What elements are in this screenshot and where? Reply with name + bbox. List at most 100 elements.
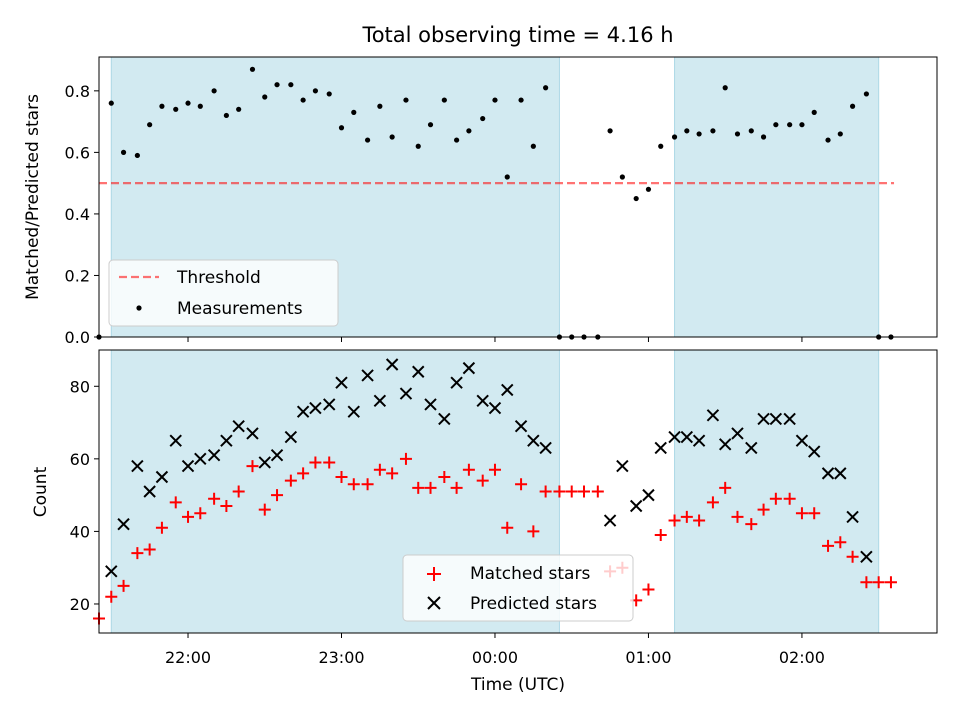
matched-star-point — [232, 485, 245, 498]
matched-star-point — [501, 521, 514, 534]
measurement-point — [722, 85, 728, 91]
predicted-star-point — [220, 434, 233, 447]
predicted-star-point — [668, 430, 681, 444]
predicted-star-point — [169, 434, 182, 447]
predicted-star-point — [616, 459, 629, 473]
predicted-star-point — [117, 517, 130, 531]
matched-star-point — [169, 496, 182, 509]
predicted-star-point — [462, 361, 476, 375]
matched-legend-swatch — [427, 567, 441, 581]
predicted-star-point — [361, 369, 374, 382]
measurement-point — [543, 85, 549, 91]
matched-star-point — [399, 452, 412, 465]
matched-star-point — [834, 536, 847, 549]
predicted-star-point — [731, 427, 744, 440]
matched-star-point — [745, 518, 758, 531]
predicted-star-point — [718, 438, 732, 451]
predicted-star-point — [270, 449, 284, 462]
predicted-star-point — [603, 514, 617, 527]
matched-star-point — [335, 470, 348, 483]
matched-star-point — [271, 489, 284, 502]
matched-legend-label: Matched stars — [470, 564, 590, 584]
predicted-star-point — [642, 488, 655, 502]
measurement-point — [837, 131, 843, 137]
measurement-point — [863, 91, 869, 97]
matched-star-point — [155, 521, 168, 534]
measurement-point — [748, 128, 754, 134]
matched-star-point — [668, 514, 681, 527]
measurement-point — [530, 143, 536, 149]
measurement-point — [377, 103, 383, 109]
measurement-point — [197, 103, 203, 109]
matched-star-point — [309, 456, 322, 469]
y-tick-label: 60 — [70, 450, 90, 469]
bottom-y-ticks: 20 40 60 80 — [70, 377, 99, 614]
measurement-point — [645, 186, 652, 192]
predicted-star-point — [412, 365, 425, 378]
matched-star-point — [258, 503, 271, 516]
matched-star-point — [450, 481, 463, 494]
measurement-point — [262, 94, 268, 100]
y-tick-label: 0.8 — [65, 82, 90, 101]
predicted-star-point — [309, 401, 322, 415]
matched-star-point — [872, 576, 885, 589]
y-tick-label: 20 — [70, 595, 90, 614]
measurement-point — [454, 137, 460, 143]
predicted-star-point — [501, 383, 514, 397]
top-y-ticks: 0.0 0.2 0.4 0.6 0.8 — [65, 82, 99, 347]
x-tick-label: 00:00 — [472, 648, 518, 667]
predicted-star-point — [385, 358, 399, 371]
matched-star-point — [297, 467, 310, 480]
predicted-star-point — [476, 394, 489, 408]
x-axis-label: Time (UTC) — [470, 675, 565, 695]
matched-star-point — [860, 576, 873, 589]
matched-star-point — [577, 485, 590, 498]
top-axes-frame — [98, 56, 938, 338]
matched-star-point — [783, 492, 796, 505]
measurement-point — [658, 143, 664, 149]
measurement-point — [633, 195, 639, 202]
matched-star-point — [553, 485, 566, 498]
bottom-axes-frame — [98, 349, 938, 634]
shaded-interval-1 — [674, 349, 880, 634]
measurement-point — [684, 128, 690, 134]
x-tick-label: 22:00 — [165, 648, 211, 667]
measurement-point — [364, 137, 371, 143]
matched-star-point — [719, 481, 732, 494]
matched-star-point — [822, 539, 835, 552]
measurement-point — [300, 97, 306, 103]
measurement-point — [351, 109, 357, 115]
top-panel: 0.00.20.40.60.8 Matched/Predicted stars … — [23, 56, 938, 347]
shaded-interval-1 — [674, 56, 880, 338]
measurement-point — [671, 134, 678, 140]
top-legend: Threshold Measurements — [108, 259, 339, 327]
matched-star-point — [488, 463, 501, 476]
predicted-star-point — [284, 430, 298, 444]
predicted-star-point — [539, 441, 552, 455]
measurement-point — [760, 134, 767, 140]
measurement-point — [147, 122, 153, 128]
measurements-series — [96, 66, 894, 340]
predicted-star-point — [795, 434, 809, 447]
measurement-point — [249, 66, 256, 72]
matched-star-point — [208, 492, 221, 505]
measurement-point — [389, 134, 395, 140]
matched-star-point — [591, 485, 604, 498]
bottom-panel: 20 40 60 80 22:00 23:00 00:00 01:00 02:00 Count… — [31, 349, 938, 695]
matched-star-point — [462, 463, 475, 476]
x-tick-label: 01:00 — [625, 648, 671, 667]
y-tick-label: 0.2 — [65, 266, 90, 285]
top-legend-box — [108, 259, 339, 327]
measurement-point — [607, 128, 613, 134]
matched-star-point — [424, 481, 437, 494]
measurement-point — [120, 149, 127, 155]
bottom-legend: Matched stars Predicted stars — [402, 554, 634, 622]
matched-star-point — [105, 590, 118, 603]
predicted-star-point — [808, 445, 821, 458]
measurements-legend-label: Measurements — [177, 299, 303, 319]
matched-star-point — [565, 485, 578, 498]
predicted-star-point — [783, 412, 796, 426]
bottom-y-axis-label: Count — [31, 466, 51, 517]
predicted-star-point — [769, 412, 783, 426]
predicted-star-point — [654, 441, 667, 455]
